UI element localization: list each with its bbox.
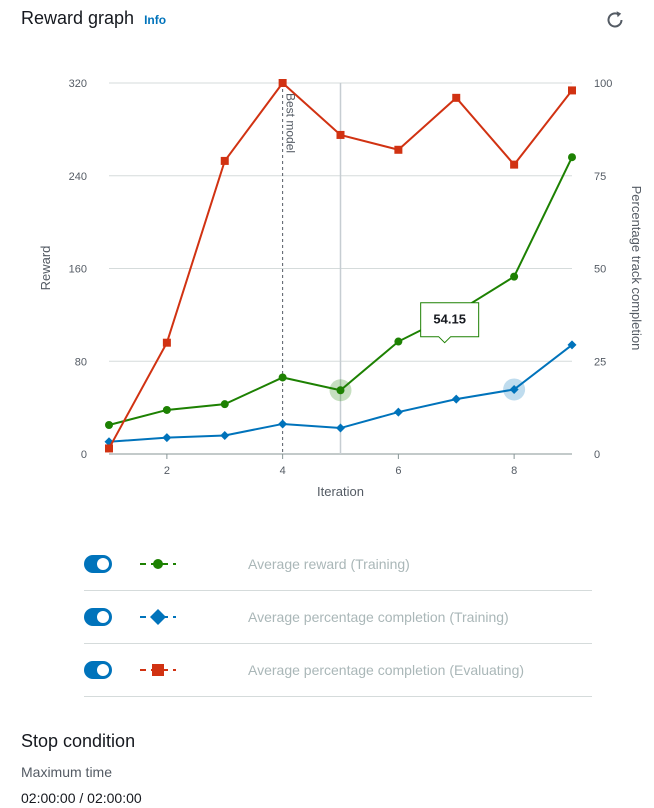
- y-tick-label: 320: [69, 78, 87, 90]
- chart-legend: Average reward (Training) Average percen…: [84, 538, 592, 697]
- stop-condition-value: 02:00:00 / 02:00:00: [21, 790, 142, 806]
- x-axis-label: Iteration: [317, 484, 364, 499]
- x-tick-label: 2: [164, 465, 170, 477]
- panel-title: Reward graph: [21, 8, 135, 28]
- point-average-percentage-completion-evaluating: [394, 145, 403, 154]
- toggle-reward-training[interactable]: [84, 555, 112, 573]
- y2-tick-label: 75: [594, 171, 606, 183]
- legend-diamond-marker-icon: [140, 609, 176, 625]
- point-average-reward-training: [510, 272, 519, 281]
- point-average-reward-training: [220, 400, 229, 409]
- point-average-reward-training: [278, 373, 287, 382]
- y-tick-label: 80: [75, 356, 87, 368]
- point-average-reward-training: [394, 337, 403, 346]
- point-average-percentage-completion-training: [451, 394, 461, 404]
- point-average-reward-training: [568, 153, 576, 162]
- point-average-percentage-completion-evaluating: [278, 79, 287, 87]
- y2-tick-label: 100: [594, 78, 612, 90]
- y-tick-label: 240: [69, 171, 87, 183]
- stop-condition-title: Stop condition: [21, 731, 136, 751]
- legend-label-reward-training: Average reward (Training): [248, 556, 410, 572]
- y-tick-label: 160: [69, 264, 87, 276]
- point-average-percentage-completion-evaluating: [105, 444, 113, 453]
- point-average-percentage-completion-training: [162, 433, 172, 443]
- y-axis-label: Reward: [38, 246, 53, 291]
- x-tick-label: 6: [395, 465, 401, 477]
- panel-header: Reward graph Info: [21, 8, 166, 32]
- tooltip-value: 54.15: [433, 312, 466, 327]
- point-average-percentage-completion-evaluating: [220, 156, 229, 165]
- toggle-completion-evaluating[interactable]: [84, 661, 112, 679]
- y2-tick-label: 50: [594, 264, 606, 276]
- legend-label-completion-training: Average percentage completion (Training): [248, 609, 509, 625]
- point-average-percentage-completion-evaluating: [568, 86, 576, 95]
- tooltip-box: [420, 302, 480, 344]
- legend-label-completion-evaluating: Average percentage completion (Evaluatin…: [248, 662, 525, 678]
- point-average-percentage-completion-training: [567, 340, 577, 350]
- point-average-percentage-completion-training: [393, 407, 403, 417]
- reward-chart: 0 80 160 240 320 0 25 50 75 100 2 4 6 8 Iteration Rewar…: [38, 78, 644, 499]
- refresh-button[interactable]: [603, 8, 627, 32]
- legend-row-completion-training: Average percentage completion (Training): [84, 591, 592, 644]
- y2-tick-label: 0: [594, 449, 600, 461]
- info-link[interactable]: Info: [144, 13, 167, 27]
- legend-row-completion-evaluating: Average percentage completion (Evaluatin…: [84, 644, 592, 697]
- point-average-reward-training: [105, 421, 113, 430]
- point-average-percentage-completion-training: [278, 419, 288, 429]
- point-average-percentage-completion-evaluating: [336, 130, 345, 139]
- point-average-percentage-completion-evaluating: [510, 160, 519, 169]
- point-average-percentage-completion-training: [220, 430, 230, 440]
- best-model-label: Best model: [284, 93, 298, 153]
- legend-square-marker-icon: [140, 664, 176, 676]
- x-tick-label: 8: [511, 465, 517, 477]
- stop-condition-label: Maximum time: [21, 764, 113, 780]
- y2-tick-label: 25: [594, 356, 606, 368]
- x-tick-label: 4: [280, 465, 286, 477]
- refresh-icon: [607, 11, 623, 28]
- y-tick-label: 0: [81, 449, 87, 461]
- point-average-percentage-completion-training: [336, 423, 345, 433]
- toggle-completion-training[interactable]: [84, 608, 112, 626]
- point-average-percentage-completion-evaluating: [162, 338, 171, 347]
- y2-axis-label: Percentage track completion: [629, 186, 644, 351]
- legend-row-reward-training: Average reward (Training): [84, 538, 592, 591]
- legend-circle-marker-icon: [140, 559, 176, 569]
- point-average-reward-training: [336, 386, 345, 395]
- point-average-reward-training: [162, 405, 171, 414]
- point-average-percentage-completion-training: [509, 384, 519, 394]
- point-average-percentage-completion-evaluating: [452, 93, 461, 102]
